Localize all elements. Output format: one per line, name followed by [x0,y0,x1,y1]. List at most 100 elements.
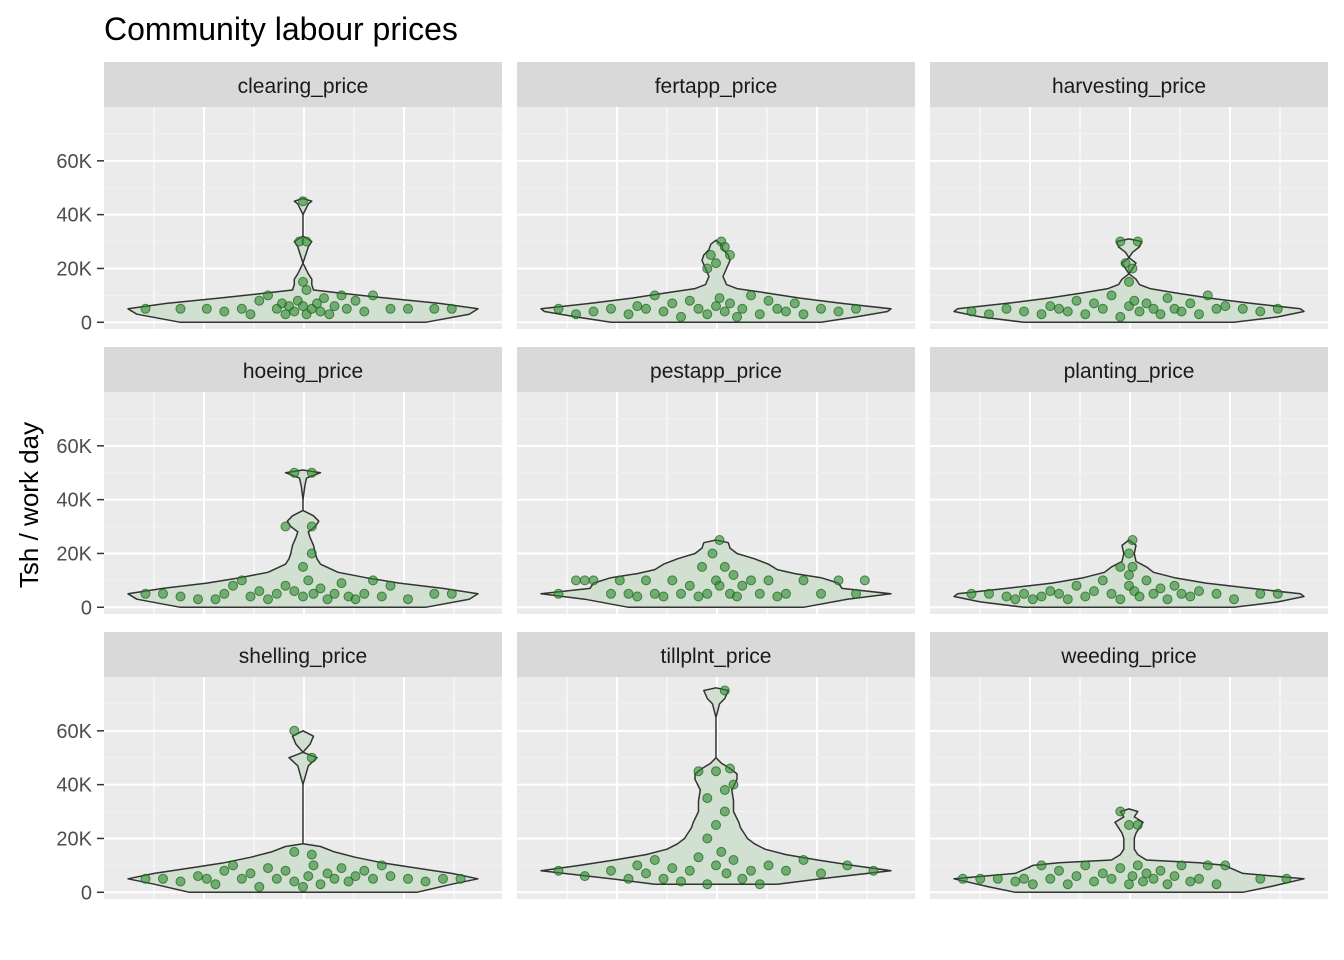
data-point [1194,586,1204,597]
y-tick-label: 60K [56,151,92,173]
data-point [719,806,730,817]
data-point [455,873,466,884]
data-point [754,309,765,320]
data-point [322,868,333,879]
data-point [711,860,721,871]
data-point [658,591,669,602]
data-point [732,591,742,602]
data-point [319,293,329,304]
data-point [254,586,265,597]
data-point [725,298,735,309]
data-point [385,580,396,591]
data-point [1132,236,1143,247]
data-point [553,303,564,314]
facet-panel-shelling_price: shelling_price 0 20K 40K 60K [56,632,502,904]
data-point [716,846,727,857]
data-point [438,873,448,884]
data-point [1132,820,1143,830]
y-tick-label: 0 [81,882,92,904]
data-point [315,306,326,317]
data-point [315,583,326,594]
data-point [772,303,783,314]
data-point [702,833,713,844]
data-point [1194,309,1204,320]
data-point [298,561,308,572]
data-point [714,580,725,591]
data-point [588,575,599,586]
data-point [193,594,203,605]
data-point [649,588,660,599]
data-point [728,779,739,790]
y-tick-label: 40K [56,490,92,512]
data-point [737,580,748,591]
data-point [798,855,809,865]
data-point [588,306,599,317]
facet-strip-label: weeding_price [1060,645,1196,668]
data-point [359,588,370,599]
data-point [725,250,735,260]
data-point [957,873,968,884]
data-point [289,586,300,597]
data-point [1281,873,1292,884]
data-point [350,594,361,605]
data-point [236,575,247,586]
data-point [429,303,440,314]
data-point [1134,306,1145,317]
data-point [140,588,151,599]
data-point [245,868,256,879]
data-point [303,575,314,586]
facet-strip-label: fertapp_price [655,75,778,98]
facet-strip [517,62,915,107]
facet-strip [104,632,502,677]
data-point [175,876,186,887]
data-point [702,588,713,599]
data-point [271,588,282,599]
data-point [1185,298,1196,309]
facet-panels: clearing_price 0 20K 40K 60K fertapp_price har… [56,62,1328,904]
data-point [1019,306,1029,317]
data-point [641,868,651,879]
data-point [306,521,317,532]
data-point [763,575,774,586]
data-point [684,295,695,306]
data-point [1027,879,1038,890]
data-point [966,306,977,317]
data-point [254,881,265,892]
data-point [289,725,300,736]
data-point [623,873,634,884]
y-tick-label: 60K [56,436,92,458]
data-point [228,580,238,591]
data-point [1019,588,1029,599]
data-point [702,879,713,890]
data-point [725,763,735,774]
data-point [714,293,725,304]
data-point [1155,309,1166,320]
data-point [772,591,783,602]
violin-shape [540,239,892,324]
facet-strip [104,347,502,392]
data-point [1124,820,1134,830]
data-point [219,865,230,876]
data-point [1115,594,1126,605]
data-point [833,575,844,586]
data-point [781,865,791,876]
data-point [641,303,651,314]
data-point [446,303,457,314]
data-point [403,303,413,314]
data-point [1036,309,1047,320]
data-point [329,873,340,884]
data-point [693,766,704,777]
data-point [1001,303,1012,314]
data-point [308,588,319,599]
y-axis-label: Tsh / work day [14,422,44,588]
data-point [579,575,590,586]
data-point [711,766,721,777]
data-point [614,575,625,586]
data-point [658,873,669,884]
data-point [1169,871,1180,882]
data-point [263,863,273,874]
data-point [606,303,616,314]
data-point [1115,863,1126,874]
data-point [693,303,704,314]
data-point [254,295,265,306]
